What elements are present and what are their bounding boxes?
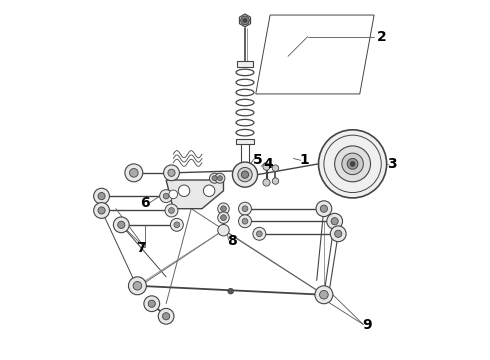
Text: 4: 4 [264, 157, 273, 171]
Polygon shape [166, 180, 223, 209]
Circle shape [342, 153, 364, 175]
Text: 7: 7 [136, 241, 146, 255]
Circle shape [327, 213, 343, 229]
Circle shape [94, 188, 109, 204]
Circle shape [232, 162, 258, 187]
Text: 8: 8 [227, 234, 237, 248]
Circle shape [174, 222, 180, 228]
Circle shape [218, 212, 229, 224]
Circle shape [218, 176, 222, 181]
Circle shape [210, 173, 220, 183]
Circle shape [335, 230, 342, 237]
Circle shape [315, 286, 333, 304]
Circle shape [316, 201, 332, 217]
Circle shape [94, 203, 109, 219]
Circle shape [218, 203, 229, 215]
Circle shape [318, 130, 387, 198]
Circle shape [148, 300, 155, 307]
Circle shape [253, 227, 266, 240]
Circle shape [241, 16, 249, 25]
Circle shape [129, 168, 138, 177]
Circle shape [238, 167, 252, 182]
Circle shape [243, 18, 247, 23]
Circle shape [98, 207, 105, 214]
Circle shape [220, 215, 226, 221]
Text: 6: 6 [140, 196, 149, 210]
Circle shape [169, 208, 174, 213]
Circle shape [272, 178, 279, 184]
Text: 5: 5 [253, 153, 263, 167]
Circle shape [163, 193, 169, 199]
Circle shape [212, 176, 217, 181]
Circle shape [335, 146, 370, 182]
Circle shape [330, 226, 346, 242]
Circle shape [228, 288, 234, 294]
Circle shape [125, 164, 143, 182]
Polygon shape [240, 14, 250, 27]
Circle shape [220, 206, 226, 212]
Circle shape [163, 313, 170, 320]
Circle shape [320, 205, 327, 212]
Circle shape [98, 193, 105, 200]
Circle shape [144, 296, 160, 312]
Circle shape [263, 163, 270, 170]
Circle shape [319, 291, 328, 299]
Circle shape [218, 225, 229, 236]
Circle shape [242, 206, 248, 212]
Circle shape [168, 169, 175, 176]
Circle shape [128, 277, 147, 295]
Circle shape [169, 190, 177, 199]
Bar [237, 60, 253, 67]
Circle shape [158, 309, 174, 324]
Circle shape [256, 231, 262, 237]
Circle shape [242, 171, 248, 178]
Text: 1: 1 [299, 153, 309, 167]
Circle shape [178, 185, 190, 197]
Circle shape [118, 221, 125, 228]
Text: 3: 3 [387, 157, 397, 171]
Circle shape [160, 190, 172, 203]
Circle shape [164, 165, 179, 181]
Circle shape [113, 217, 129, 233]
Circle shape [239, 215, 251, 228]
Circle shape [203, 185, 215, 197]
Circle shape [165, 204, 178, 217]
Circle shape [215, 173, 225, 183]
Bar [236, 139, 254, 144]
Circle shape [347, 158, 358, 169]
Circle shape [272, 165, 279, 171]
Circle shape [263, 179, 270, 186]
Circle shape [133, 282, 142, 290]
Circle shape [239, 202, 251, 215]
Circle shape [331, 218, 338, 225]
Text: 9: 9 [362, 318, 372, 332]
Text: 2: 2 [376, 30, 386, 44]
Circle shape [171, 219, 183, 231]
Circle shape [242, 219, 248, 224]
Circle shape [350, 161, 355, 166]
